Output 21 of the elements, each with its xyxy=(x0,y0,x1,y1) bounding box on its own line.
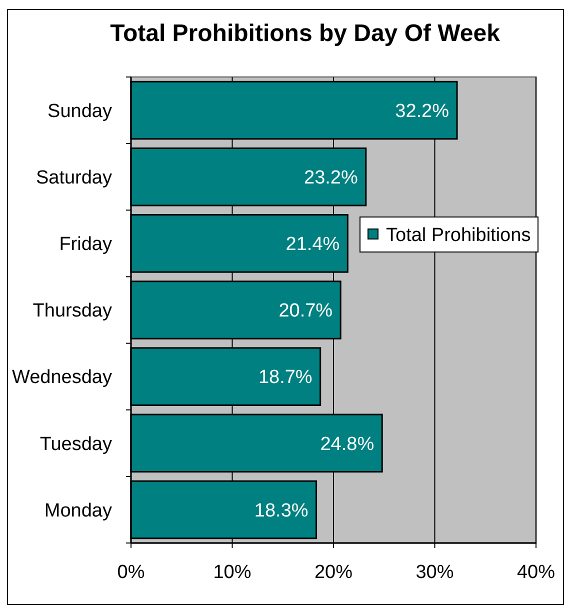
legend-label: Total Prohibitions xyxy=(386,225,531,246)
y-tick-label: Saturday xyxy=(36,168,112,189)
x-tick-label: 0% xyxy=(117,562,145,583)
x-tick-label: 10% xyxy=(213,562,252,583)
data-label: 18.7% xyxy=(258,367,312,388)
y-tick-label: Sunday xyxy=(48,100,112,122)
x-tick-label: 20% xyxy=(314,562,353,583)
y-tick-label: Friday xyxy=(59,234,112,256)
data-label: 18.3% xyxy=(254,500,308,522)
y-tick-label: Monday xyxy=(44,500,112,522)
data-label: 20.7% xyxy=(278,300,333,322)
x-tick-label: 30% xyxy=(416,562,454,583)
data-label: 21.4% xyxy=(286,234,340,256)
x-tick-label: 40% xyxy=(516,562,556,583)
chart-title: Total Prohibitions by Day Of Week xyxy=(110,20,501,47)
y-tick-label: Thursday xyxy=(32,300,112,322)
data-label: 23.2% xyxy=(304,168,358,189)
y-tick-label: Wednesday xyxy=(12,367,112,388)
y-tick-label: Tuesday xyxy=(40,434,112,455)
data-label: 32.2% xyxy=(395,100,450,122)
data-label: 24.8% xyxy=(320,434,374,455)
